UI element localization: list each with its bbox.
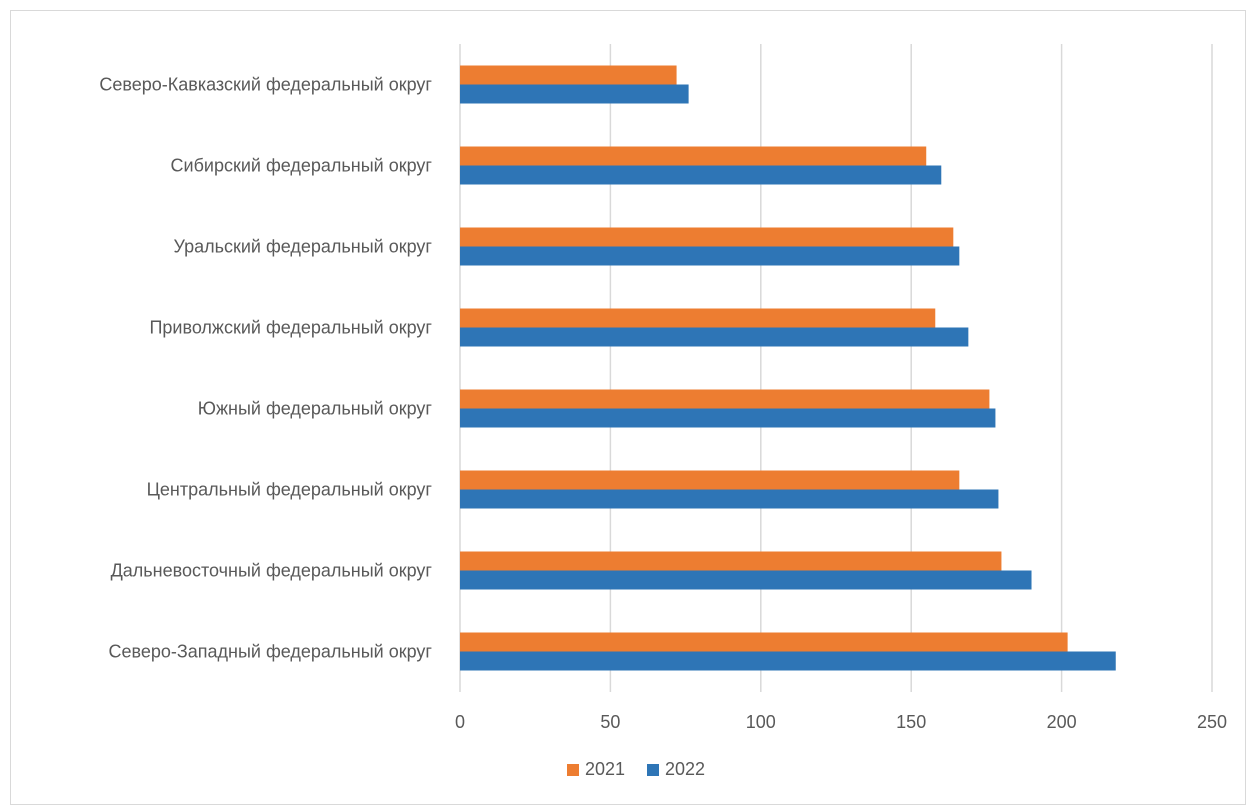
category-label: Южный федеральный округ — [198, 399, 433, 419]
bar-2021 — [460, 389, 990, 409]
category-label: Северо-Кавказский федеральный округ — [99, 75, 432, 95]
category-label: Приволжский федеральный округ — [149, 318, 432, 338]
bar-2021 — [460, 632, 1068, 652]
gridlines — [459, 44, 1213, 692]
bar-2021 — [460, 551, 1002, 571]
category-label: Центральный федеральный округ — [147, 480, 433, 500]
bar-2021 — [460, 65, 677, 85]
bar-2021 — [460, 146, 927, 166]
legend-label: 2022 — [665, 759, 705, 779]
bar-2022 — [460, 165, 942, 185]
x-tick-label: 50 — [600, 712, 620, 732]
x-tick-label: 0 — [455, 712, 465, 732]
x-tick-label: 100 — [746, 712, 776, 732]
bar-2022 — [460, 489, 999, 509]
x-tick-labels: 0 50 100 150 200 250 — [455, 712, 1227, 732]
bar-2022 — [460, 246, 960, 266]
bar-2022 — [460, 84, 689, 104]
bar-2022 — [460, 327, 969, 347]
legend-label: 2021 — [585, 759, 625, 779]
bar-2022 — [460, 651, 1116, 671]
category-label: Северо-Западный федеральный округ — [108, 642, 432, 662]
x-tick-label: 200 — [1047, 712, 1077, 732]
legend-swatch — [567, 764, 579, 776]
bar-2022 — [460, 408, 996, 428]
bar-2022 — [460, 570, 1032, 590]
bar-2021 — [460, 227, 954, 247]
category-label: Уральский федеральный округ — [173, 237, 432, 257]
category-label: Дальневосточный федеральный округ — [111, 561, 433, 581]
x-tick-label: 250 — [1197, 712, 1227, 732]
bar-2021 — [460, 470, 960, 490]
legend: 2021 2022 — [567, 759, 705, 779]
bars — [460, 65, 1116, 671]
x-tick-label: 150 — [896, 712, 926, 732]
category-labels: Северо-Кавказский федеральный округ Сибир… — [99, 75, 432, 662]
category-label: Сибирский федеральный округ — [171, 156, 433, 176]
bar-2021 — [460, 308, 936, 328]
legend-swatch — [647, 764, 659, 776]
